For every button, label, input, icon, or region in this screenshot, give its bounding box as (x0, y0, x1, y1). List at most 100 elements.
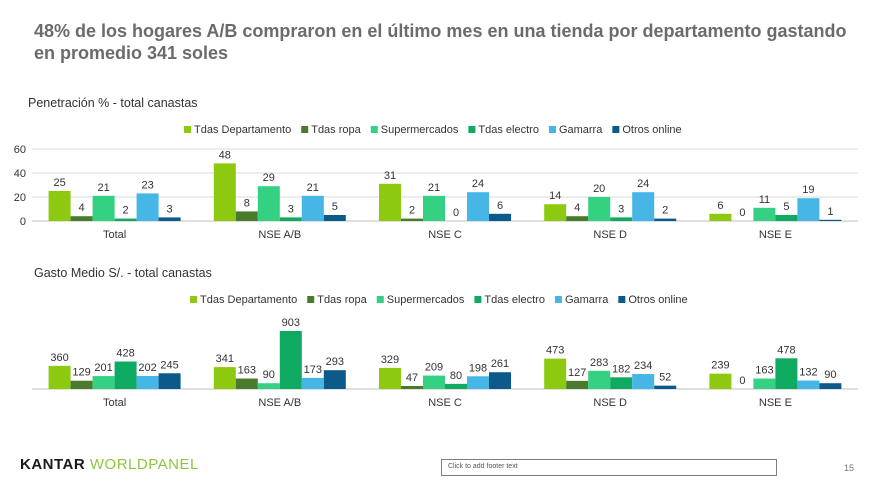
bar-supermercados-nse-c (423, 195, 445, 221)
legend-swatch-tdas-electro (468, 126, 476, 133)
bar-supermercados-nse-e (753, 207, 776, 221)
y-tick-label: 60 (14, 144, 26, 156)
bar-tdas-electro-nse-e (775, 215, 798, 221)
logo-kantar: KANTAR (20, 456, 86, 473)
data-label: 163 (755, 365, 773, 377)
data-label: 0 (739, 375, 745, 387)
bar-gamarra-nse-c (467, 376, 489, 389)
bar-supermercados-nse-d (588, 370, 611, 389)
bar-tdas-ropa-total (70, 380, 93, 389)
bar-gamarra-nse-c (467, 192, 489, 221)
bar-tdas-departamento-nse-a-b (213, 163, 236, 221)
legend-label-gamarra: Gamarra (565, 294, 609, 306)
bar-otros-online-nse-d (654, 218, 677, 221)
y-tick-label: 0 (20, 216, 26, 228)
data-label: 6 (717, 200, 723, 212)
bar-tdas-departamento-nse-a-b (213, 367, 236, 389)
data-label: 24 (637, 178, 649, 190)
kantar-worldpanel-logo: KANTAR WORLDPANEL (20, 456, 199, 473)
bar-gamarra-nse-a-b (301, 377, 324, 389)
data-label: 5 (783, 201, 789, 213)
bar-tdas-departamento-nse-e (709, 213, 732, 221)
data-label: 201 (94, 362, 112, 374)
legend-swatch-supermercados (376, 296, 384, 303)
data-label: 478 (777, 344, 795, 356)
bar-tdas-departamento-nse-c (379, 183, 401, 221)
data-label: 3 (167, 203, 173, 215)
data-label: 2 (123, 205, 129, 217)
legend-label-gamarra: Gamarra (559, 124, 603, 136)
data-label: 20 (593, 183, 605, 195)
bar-tdas-ropa-nse-a-b (235, 211, 258, 221)
bar-tdas-ropa-total (70, 216, 93, 221)
data-label: 11 (759, 194, 770, 206)
bar-tdas-ropa-nse-c (401, 385, 423, 389)
data-label: 23 (141, 179, 153, 191)
bar-tdas-electro-total (114, 218, 137, 221)
data-label: 48 (219, 149, 231, 161)
data-label: 6 (497, 200, 503, 212)
bar-supermercados-total (92, 195, 115, 221)
data-label: 31 (384, 170, 396, 182)
data-label: 47 (406, 372, 418, 384)
bar-tdas-departamento-nse-d (544, 358, 567, 389)
bar-tdas-electro-nse-d (610, 217, 633, 221)
data-label: 283 (590, 357, 608, 369)
footer-text-placeholder[interactable]: Click to add footer text (441, 459, 777, 476)
data-label: 25 (53, 177, 65, 189)
bar-otros-online-nse-e (819, 219, 842, 221)
data-label: 80 (450, 370, 462, 382)
data-label: 293 (326, 356, 344, 368)
data-label: 2 (662, 205, 668, 217)
chart1-title: Penetración % - total canastas (28, 96, 198, 110)
bar-supermercados-nse-c (423, 375, 445, 389)
category-label-total: Total (103, 229, 126, 241)
data-label: 0 (453, 207, 459, 219)
bar-otros-online-total (158, 373, 181, 389)
bar-otros-online-nse-e (819, 383, 842, 389)
category-label-nse-c: NSE C (428, 229, 462, 241)
data-label: 261 (491, 358, 509, 370)
data-label: 2 (409, 205, 415, 217)
category-label-nse-a-b: NSE A/B (258, 229, 301, 241)
data-label: 90 (824, 369, 836, 381)
data-label: 198 (469, 362, 487, 374)
legend-swatch-gamarra (548, 126, 556, 133)
data-label: 8 (244, 197, 250, 209)
data-label: 3 (618, 203, 624, 215)
data-label: 5 (332, 201, 338, 213)
bar-tdas-ropa-nse-d (566, 380, 589, 389)
data-label: 209 (425, 362, 443, 374)
bar-gamarra-total (136, 376, 159, 389)
legend-label-tdas-departamento: Tdas Departamento (194, 124, 291, 136)
legend-label-tdas-departamento: Tdas Departamento (200, 294, 297, 306)
page-number: 15 (844, 463, 855, 473)
slide-title: 48% de los hogares A/B compraron en el ú… (34, 21, 847, 63)
legend-swatch-gamarra (554, 296, 562, 303)
bar-otros-online-nse-d (654, 385, 677, 389)
data-label: 29 (263, 172, 275, 184)
bar-tdas-departamento-nse-e (709, 373, 732, 389)
data-label: 21 (307, 182, 319, 194)
bar-supermercados-nse-d (588, 197, 611, 221)
bar-tdas-departamento-nse-d (544, 204, 567, 221)
bar-gamarra-nse-e (797, 380, 820, 389)
data-label: 163 (238, 365, 256, 377)
category-label-nse-e: NSE E (759, 397, 792, 409)
bar-gamarra-total (136, 193, 159, 221)
bar-tdas-electro-nse-a-b (279, 331, 302, 389)
legend-label-tdas-electro: Tdas electro (484, 294, 545, 306)
chart2-title: Gasto Medio S/. - total canastas (34, 266, 212, 280)
bar-supermercados-nse-a-b (257, 186, 280, 221)
logo-worldpanel: WORLDPANEL (89, 456, 199, 473)
bar-tdas-ropa-nse-c (401, 218, 423, 221)
bar-supermercados-total (92, 376, 115, 389)
data-label: 428 (116, 348, 134, 360)
average-spend-chart: Tdas Departamento Tdas ropa Supermercados T… (32, 294, 858, 409)
data-label: 0 (739, 207, 745, 219)
category-label-nse-c: NSE C (428, 397, 462, 409)
legend-swatch-tdas-ropa (307, 296, 315, 303)
category-label-nse-d: NSE D (593, 229, 627, 241)
data-label: 182 (612, 363, 630, 375)
